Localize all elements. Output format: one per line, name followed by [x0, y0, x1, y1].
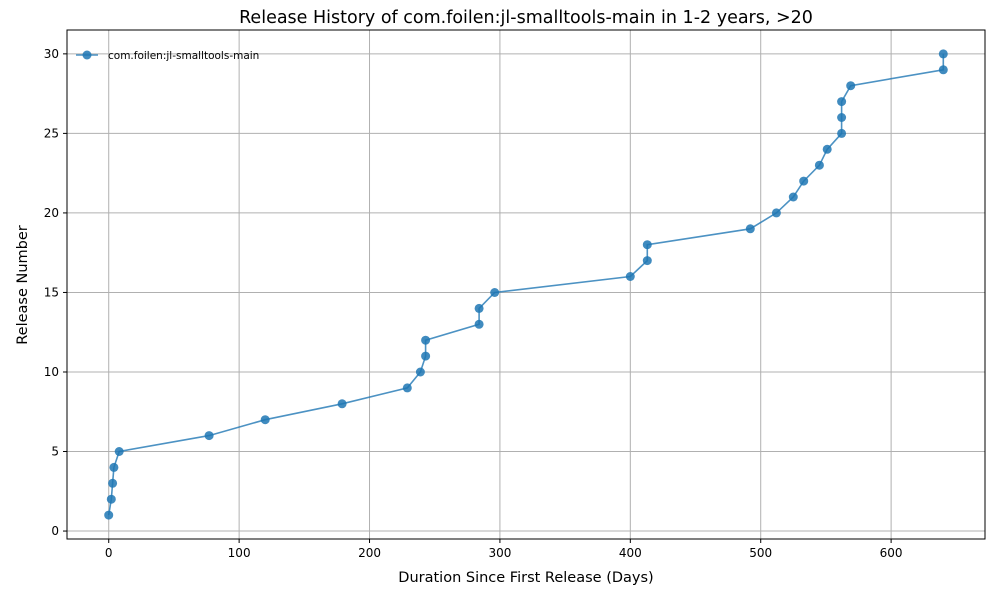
data-point — [415, 367, 425, 377]
data-point — [474, 319, 484, 329]
data-point — [846, 81, 856, 91]
data-point — [938, 65, 948, 75]
x-tick-label: 0 — [105, 546, 113, 560]
y-tick-label: 10 — [44, 365, 59, 379]
x-tick-label: 300 — [488, 546, 511, 560]
legend: com.foilen:jl-smalltools-main — [76, 50, 259, 62]
x-axis-label: Duration Since First Release (Days) — [398, 570, 653, 586]
series-layer — [104, 49, 948, 520]
data-point — [837, 113, 847, 122]
data-point — [106, 494, 116, 504]
data-point — [771, 208, 781, 218]
data-point — [642, 240, 652, 250]
y-tick-label: 30 — [44, 47, 59, 61]
x-tick-label: 400 — [619, 546, 642, 560]
y-axis-label: Release Number — [15, 225, 31, 345]
x-tick-label: 600 — [880, 546, 903, 560]
x-tick-label: 200 — [358, 546, 381, 560]
data-point — [814, 160, 824, 170]
data-point — [837, 97, 847, 107]
data-point — [421, 335, 431, 345]
data-point — [642, 256, 652, 266]
x-tick-label: 100 — [228, 546, 251, 560]
series-line — [107, 53, 945, 516]
data-point — [490, 288, 500, 297]
data-point — [109, 462, 119, 472]
data-point — [837, 128, 847, 138]
data-point — [788, 192, 798, 202]
y-tick-label: 25 — [44, 126, 59, 140]
data-point — [745, 224, 755, 234]
data-point — [204, 431, 214, 441]
y-tick-label: 20 — [44, 206, 59, 220]
data-point — [474, 303, 484, 313]
y-tick-label: 5 — [51, 445, 59, 459]
data-point — [260, 415, 270, 425]
data-point — [421, 351, 431, 361]
data-point — [104, 510, 114, 520]
data-point — [938, 49, 948, 59]
y-tick-label: 0 — [51, 524, 59, 538]
data-point — [114, 447, 124, 456]
grid-layer — [67, 30, 985, 539]
legend-marker — [82, 50, 92, 60]
y-tick-label: 15 — [44, 285, 59, 299]
tick-layer: 0 100 200 300 400 500 600 0 5 10 15 20 25 30 — [44, 47, 903, 560]
data-point — [625, 272, 635, 281]
chart-title: Release History of com.foilen:jl-smallto… — [239, 8, 813, 28]
legend-label: com.foilen:jl-smalltools-main — [108, 50, 259, 62]
data-point — [799, 176, 809, 186]
data-point — [108, 478, 118, 488]
plot-frame — [66, 29, 986, 540]
x-tick-label: 500 — [749, 546, 772, 560]
data-point — [402, 383, 412, 393]
data-point — [337, 399, 347, 409]
data-point — [822, 144, 832, 154]
